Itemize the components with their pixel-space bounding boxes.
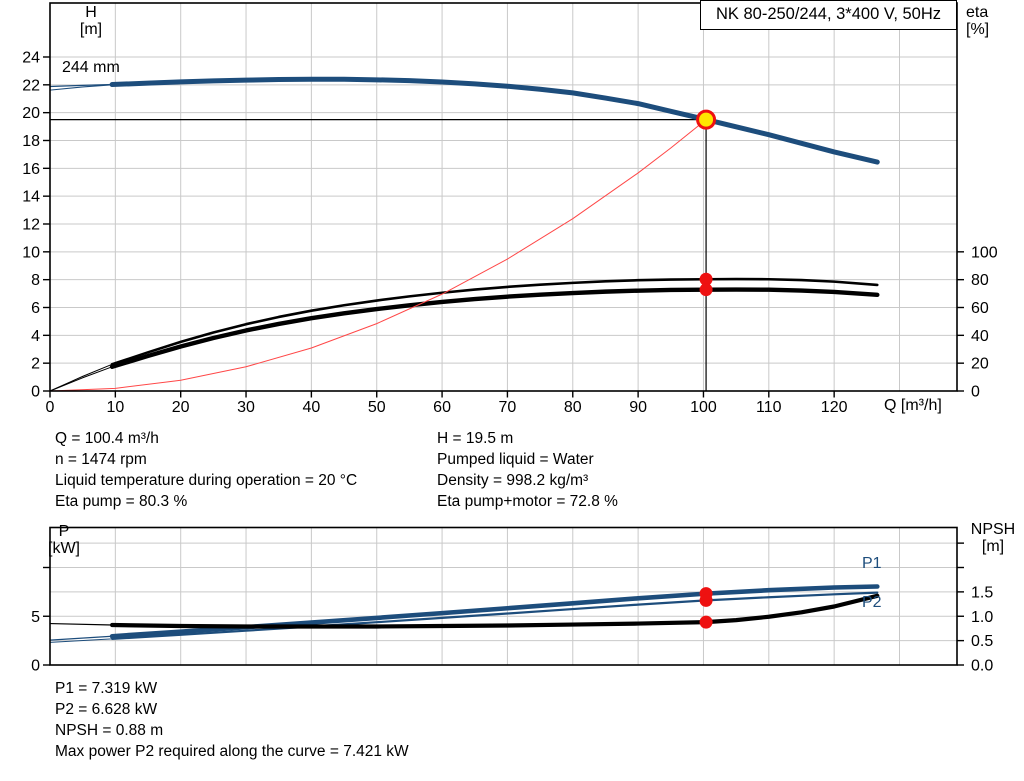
- p-axis-label: P [kW]: [36, 523, 92, 557]
- eta-tick-label: 0: [971, 384, 980, 401]
- p-tick-label: 5: [31, 609, 40, 626]
- h-axis-symbol: H: [85, 4, 97, 21]
- p1-curve-label: P1: [862, 555, 882, 572]
- curve-eta-pump-motor: [49, 366, 113, 392]
- q-axis-label: Q [m³/h]: [884, 397, 942, 414]
- h-tick-label: 4: [31, 328, 40, 345]
- h-tick-label: 14: [22, 189, 40, 206]
- curve-head-244mm: [109, 76, 880, 165]
- info-line-p1: P1 = 7.319 kW: [55, 680, 158, 697]
- h-tick-label: 6: [31, 300, 40, 317]
- npsh-tick-label: 0.0: [971, 658, 993, 675]
- q-tick-label: 90: [629, 399, 647, 416]
- h-tick-label: 22: [22, 77, 40, 94]
- h-tick-label: 0: [31, 384, 40, 401]
- h-axis-label: H [m]: [68, 4, 114, 38]
- npsh-tick-label: 1.5: [971, 584, 993, 601]
- top-chart-frame: [49, 2, 958, 392]
- info-line-max-power: Max power P2 required along the curve = …: [55, 743, 409, 760]
- npsh-axis-unit: [m]: [981, 538, 1005, 555]
- p-axis-symbol: P: [58, 523, 70, 540]
- curve-eta-pump: [110, 277, 879, 366]
- curve-head-244mm: [49, 83, 113, 88]
- q-tick-label: 20: [172, 399, 190, 416]
- npsh-axis-symbol: NPSH: [970, 521, 1016, 538]
- q-tick-label: 60: [433, 399, 451, 416]
- eta-tick-label: 20: [971, 356, 989, 373]
- operating-info-left: Q = 100.4 m³/h n = 1474 rpm Liquid tempe…: [55, 428, 357, 512]
- h-tick-label: 8: [31, 272, 40, 289]
- q-tick-label: 120: [821, 399, 848, 416]
- p-axis-unit: [kW]: [48, 540, 80, 557]
- eta-marker-dot: [699, 283, 713, 297]
- eta-axis-label: eta [%]: [966, 4, 1010, 38]
- q-tick-label: 100: [690, 399, 717, 416]
- info-line-npsh: NPSH = 0.88 m: [55, 722, 164, 739]
- q-tick-label: 10: [106, 399, 124, 416]
- info-line-n: n = 1474 rpm: [55, 451, 147, 468]
- curve-P1: [109, 584, 880, 639]
- q-tick-label: 70: [499, 399, 517, 416]
- pump-title-box: NK 80-250/244, 3*400 V, 50Hz: [700, 0, 957, 30]
- info-line-eta-pump: Eta pump = 80.3 %: [55, 493, 188, 510]
- eta-tick-label: 80: [971, 272, 989, 289]
- power-marker-dot: [699, 593, 713, 607]
- h-tick-label: 12: [22, 216, 40, 233]
- npsh-tick-label: 1.0: [971, 609, 993, 626]
- npsh-axis-label: NPSH [m]: [964, 521, 1022, 555]
- curve-head-tolerance: [49, 84, 113, 91]
- q-tick-label: 40: [302, 399, 320, 416]
- power-marker-dot: [699, 615, 713, 629]
- info-line-temp: Liquid temperature during operation = 20…: [55, 472, 358, 489]
- h-tick-label: 24: [22, 49, 40, 66]
- h-tick-label: 20: [22, 105, 40, 122]
- h-tick-label: 10: [22, 244, 40, 261]
- h-tick-label: 18: [22, 133, 40, 150]
- power-info: P1 = 7.319 kW P2 = 6.628 kW NPSH = 0.88 …: [55, 678, 409, 762]
- q-tick-label: 80: [564, 399, 582, 416]
- curve-NPSH: [109, 593, 880, 629]
- q-tick-label: 50: [368, 399, 386, 416]
- curve-NPSH: [49, 622, 113, 626]
- info-line-p2: P2 = 6.628 kW: [55, 701, 158, 718]
- p-tick-label: 0: [31, 658, 40, 675]
- impeller-diameter-label: 244 mm: [62, 59, 120, 76]
- h-axis-unit: [m]: [79, 21, 103, 38]
- curve-eta-pump-motor: [109, 287, 880, 369]
- info-line-q: Q = 100.4 m³/h: [55, 430, 159, 447]
- p2-curve-label: P2: [862, 594, 882, 611]
- npsh-tick-label: 0.5: [971, 633, 993, 650]
- curve-P1: [49, 635, 113, 641]
- h-tick-label: 2: [31, 356, 40, 373]
- bottom-chart-frame: [49, 526, 958, 666]
- info-line-density: Density = 998.2 kg/m³: [437, 472, 589, 489]
- operating-info-right: H = 19.5 m Pumped liquid = Water Density…: [437, 428, 618, 512]
- duty-point: [696, 109, 717, 130]
- eta-tick-label: 100: [971, 244, 998, 261]
- eta-marker-dot: [699, 272, 713, 286]
- curve-duty-parabola: [49, 119, 707, 392]
- h-tick-label: 16: [22, 161, 40, 178]
- info-line-liquid: Pumped liquid = Water: [437, 451, 594, 468]
- info-line-h: H = 19.5 m: [437, 430, 514, 447]
- q-tick-label: 30: [237, 399, 255, 416]
- curve-P2: [110, 591, 879, 640]
- eta-tick-label: 40: [971, 328, 989, 345]
- q-tick-label: 110: [756, 399, 782, 416]
- info-line-eta-pump-motor: Eta pump+motor = 72.8 %: [437, 493, 618, 510]
- eta-axis-symbol: eta: [966, 4, 989, 21]
- eta-axis-unit: [%]: [966, 21, 990, 38]
- curve-P2: [49, 638, 113, 643]
- eta-tick-label: 60: [971, 300, 989, 317]
- q-tick-label: 0: [46, 399, 55, 416]
